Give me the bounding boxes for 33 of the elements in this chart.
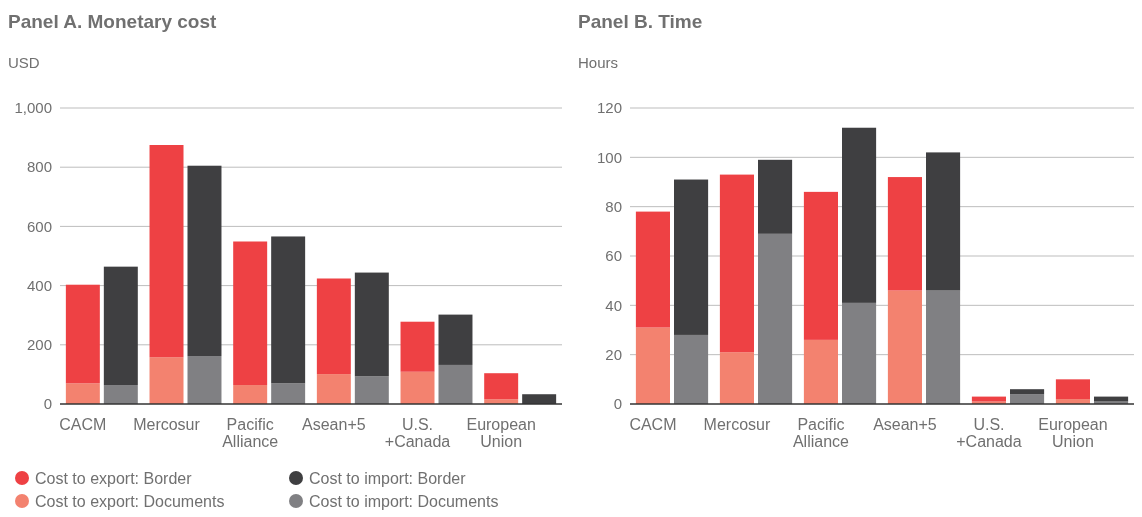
y-axis-title: USD [8, 54, 40, 71]
x-tick-label: Pacific Alliance [222, 416, 279, 450]
y-tick-label: 400 [26, 276, 52, 294]
x-tick-label: Mercosur [133, 416, 201, 433]
chart-title: Panel B. Time [578, 11, 703, 32]
x-tick-label: Mercosur [703, 416, 771, 433]
y-tick-label: 600 [26, 217, 52, 235]
legend-label: Cost to export: Documents [35, 493, 225, 510]
x-tick-label: Pacific Alliance [792, 416, 850, 450]
x-tick-label: Asean+5 [873, 416, 937, 433]
chart-title: Panel A. Monetary cost [8, 11, 218, 32]
x-tick-label: U.S. +Canada [384, 416, 451, 450]
y-tick-label: 80 [605, 197, 622, 215]
y-tick-label: 800 [26, 158, 52, 176]
x-tick-label: European Union [466, 416, 536, 450]
legend-label: Cost to import: Documents [309, 493, 499, 510]
y-tick-label: 1,000 [14, 99, 52, 117]
x-tick-label: European Union [1038, 416, 1108, 450]
legend-label: Cost to import: Border [309, 470, 467, 487]
y-tick-label: 200 [26, 336, 52, 354]
x-tick-label: CACM [59, 416, 107, 433]
y-tick-label: 0 [613, 395, 622, 413]
y-tick-label: 40 [605, 296, 622, 314]
y-tick-label: 20 [605, 345, 622, 363]
x-tick-label: U.S. +Canada [956, 416, 1022, 450]
y-tick-label: 100 [596, 148, 622, 166]
x-tick-label: CACM [629, 416, 677, 433]
x-tick-label: Asean+5 [302, 416, 366, 433]
legend-label: Cost to export: Border [35, 470, 193, 487]
y-tick-label: 0 [43, 395, 52, 413]
y-axis-title: Hours [578, 54, 619, 71]
y-tick-label: 120 [596, 99, 622, 117]
y-tick-label: 60 [605, 247, 622, 265]
